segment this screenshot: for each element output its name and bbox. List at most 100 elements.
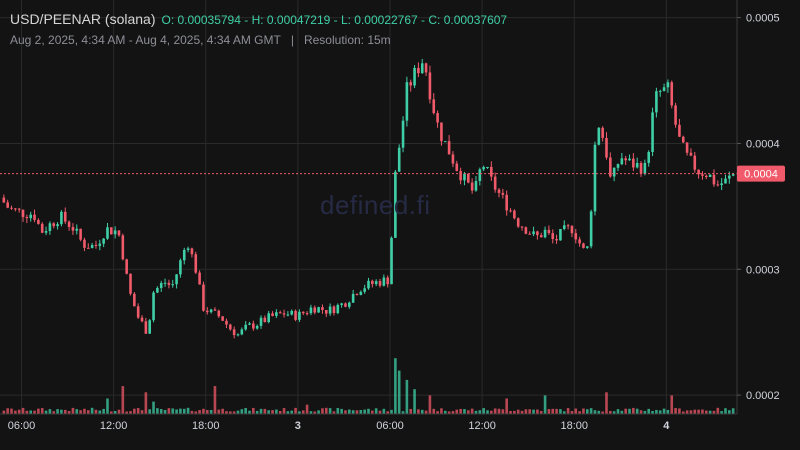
candle-body bbox=[75, 228, 79, 231]
candle-body bbox=[52, 223, 56, 227]
candle-body bbox=[424, 63, 428, 73]
volume-bar bbox=[213, 386, 217, 414]
volume-bar bbox=[351, 410, 355, 414]
price-axis[interactable]: 0.0005 0.0004 0.0003 0.0002 bbox=[737, 13, 780, 403]
candle-body bbox=[505, 194, 508, 211]
candle-body bbox=[79, 228, 82, 240]
volume-bar bbox=[616, 409, 620, 414]
volume-bar bbox=[221, 408, 224, 414]
candle-body bbox=[490, 166, 493, 177]
volume-bar bbox=[179, 408, 182, 414]
volume-bar bbox=[83, 408, 86, 414]
candle-body bbox=[386, 277, 389, 285]
volume-bar bbox=[624, 408, 627, 414]
candle-body bbox=[221, 316, 224, 321]
candle-body bbox=[574, 233, 578, 240]
candle-body bbox=[708, 174, 712, 178]
volume-bar bbox=[14, 410, 17, 414]
candle-body bbox=[248, 323, 251, 325]
time-range: Aug 2, 2025, 4:34 AM - Aug 4, 2025, 4:34… bbox=[10, 33, 281, 47]
candle-body bbox=[547, 229, 551, 234]
candle-body bbox=[163, 282, 167, 284]
volume-bar bbox=[539, 411, 543, 414]
candle-body bbox=[601, 127, 604, 138]
volume-bar bbox=[620, 410, 624, 414]
x-tick-label: 3 bbox=[295, 420, 301, 432]
volume-bar bbox=[386, 411, 389, 414]
candle-body bbox=[658, 90, 662, 92]
candle-body bbox=[728, 175, 731, 179]
volume-bar bbox=[248, 410, 251, 414]
candle-body bbox=[467, 173, 470, 183]
volume-bar bbox=[731, 408, 735, 414]
candle-body bbox=[493, 176, 497, 190]
volume-bar bbox=[455, 409, 459, 414]
candle-body bbox=[670, 82, 674, 106]
volume-bar bbox=[282, 408, 286, 414]
volume-bar bbox=[48, 409, 52, 414]
candle-body bbox=[655, 91, 658, 113]
candle-body bbox=[624, 158, 627, 161]
volume-bar bbox=[559, 409, 562, 414]
volume-bar bbox=[685, 410, 689, 414]
candle-body bbox=[332, 306, 336, 314]
volume-bar bbox=[324, 407, 328, 414]
volume-bar bbox=[186, 407, 190, 414]
candle-body bbox=[413, 67, 416, 86]
candle-body bbox=[666, 82, 670, 88]
candle-body bbox=[209, 309, 213, 313]
candle-body bbox=[628, 158, 631, 161]
candle-body bbox=[616, 164, 620, 168]
candle-body bbox=[6, 202, 9, 208]
candle-body bbox=[397, 147, 401, 172]
volume-bar bbox=[728, 410, 731, 414]
volume-bar bbox=[513, 410, 516, 414]
volume-bar bbox=[605, 392, 608, 414]
candle-body bbox=[478, 169, 482, 182]
volume-bar bbox=[263, 408, 267, 414]
volume-bar bbox=[209, 409, 213, 414]
volume-bar bbox=[451, 411, 455, 414]
volume-bar bbox=[501, 409, 505, 414]
candle-body bbox=[378, 281, 382, 286]
y-tick-label: 0.0003 bbox=[746, 264, 780, 276]
volume-bar bbox=[712, 410, 716, 414]
candle-body bbox=[551, 233, 555, 240]
candle-body bbox=[63, 211, 67, 222]
candle-body bbox=[148, 320, 152, 334]
candle-body bbox=[516, 218, 520, 227]
candle-body bbox=[321, 307, 324, 310]
candle-body bbox=[83, 239, 86, 248]
pair-title[interactable]: USD/PEENAR (solana) bbox=[10, 11, 156, 27]
candle-body bbox=[612, 167, 616, 177]
resolution-label[interactable]: Resolution: 15m bbox=[303, 33, 391, 47]
volume-bar bbox=[44, 410, 48, 414]
candle-body bbox=[455, 163, 459, 171]
candle-body bbox=[436, 113, 439, 123]
volume-bar bbox=[420, 409, 424, 414]
volume-bar bbox=[424, 410, 428, 414]
candle-body bbox=[167, 282, 171, 285]
volume-bar bbox=[378, 410, 382, 414]
time-axis[interactable]: 06:00 12:00 18:00 3 06:00 12:00 18:00 4 bbox=[8, 420, 671, 432]
volume-bar bbox=[566, 408, 570, 414]
candle-body bbox=[286, 314, 290, 316]
volume-bar bbox=[267, 410, 270, 414]
candle-body bbox=[647, 151, 651, 163]
candle-body bbox=[482, 167, 485, 170]
volume-bar bbox=[417, 409, 420, 414]
candle-body bbox=[44, 231, 48, 233]
volume-bar bbox=[724, 408, 727, 414]
candle-body bbox=[582, 243, 585, 248]
volume-bar bbox=[202, 408, 205, 414]
candle-body bbox=[632, 158, 635, 168]
candle-body bbox=[685, 142, 689, 153]
volume-bar bbox=[597, 410, 601, 414]
volume-bar bbox=[332, 411, 336, 414]
candle-body bbox=[501, 192, 505, 195]
x-tick-label: 18:00 bbox=[560, 420, 588, 432]
volume-bar bbox=[647, 408, 651, 414]
candle-body bbox=[374, 281, 378, 285]
candle-body bbox=[559, 228, 562, 241]
